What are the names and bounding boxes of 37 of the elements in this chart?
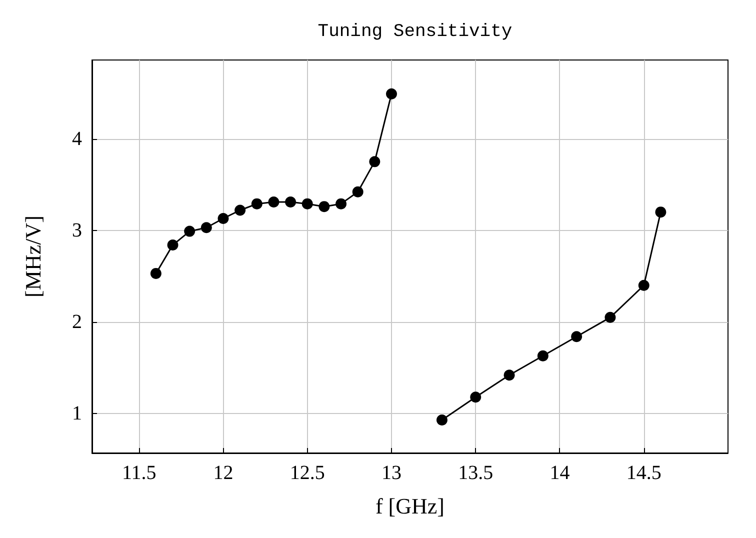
point	[268, 196, 280, 208]
point	[604, 312, 616, 323]
point	[571, 331, 582, 342]
x-axis-title: f [GHz]	[375, 494, 445, 518]
x-tick-label: 12	[213, 462, 234, 484]
point	[200, 222, 212, 234]
point	[537, 350, 548, 362]
x-tick-label: 13	[381, 462, 402, 484]
point	[369, 156, 380, 168]
point	[436, 414, 448, 426]
y-axis-title: [MHz/V]	[20, 216, 46, 298]
point	[470, 392, 482, 403]
x-tick-label: 12.5	[290, 462, 325, 484]
y-tick-label: 4	[72, 128, 82, 150]
chart-title: Tuning Sensitivity	[318, 22, 512, 42]
point	[184, 226, 196, 237]
point	[352, 186, 364, 198]
point	[218, 212, 229, 224]
y-tick-label: 2	[72, 311, 82, 333]
point	[318, 201, 330, 212]
x-tick-label: 14	[550, 462, 570, 484]
point	[504, 370, 515, 381]
point	[234, 204, 246, 216]
point	[336, 198, 347, 210]
y-tick-label: 1	[72, 402, 82, 425]
point	[386, 88, 397, 100]
point	[638, 280, 650, 291]
point	[167, 240, 178, 251]
y-tick-label: 3	[72, 219, 82, 242]
point	[251, 198, 262, 210]
x-tick-label: 14.5	[626, 462, 662, 484]
point	[655, 206, 666, 218]
point	[302, 198, 313, 210]
x-tick-label: 11.5	[122, 462, 156, 484]
x-tick-label: 13.5	[458, 462, 494, 484]
point	[150, 268, 162, 279]
point	[285, 196, 296, 208]
